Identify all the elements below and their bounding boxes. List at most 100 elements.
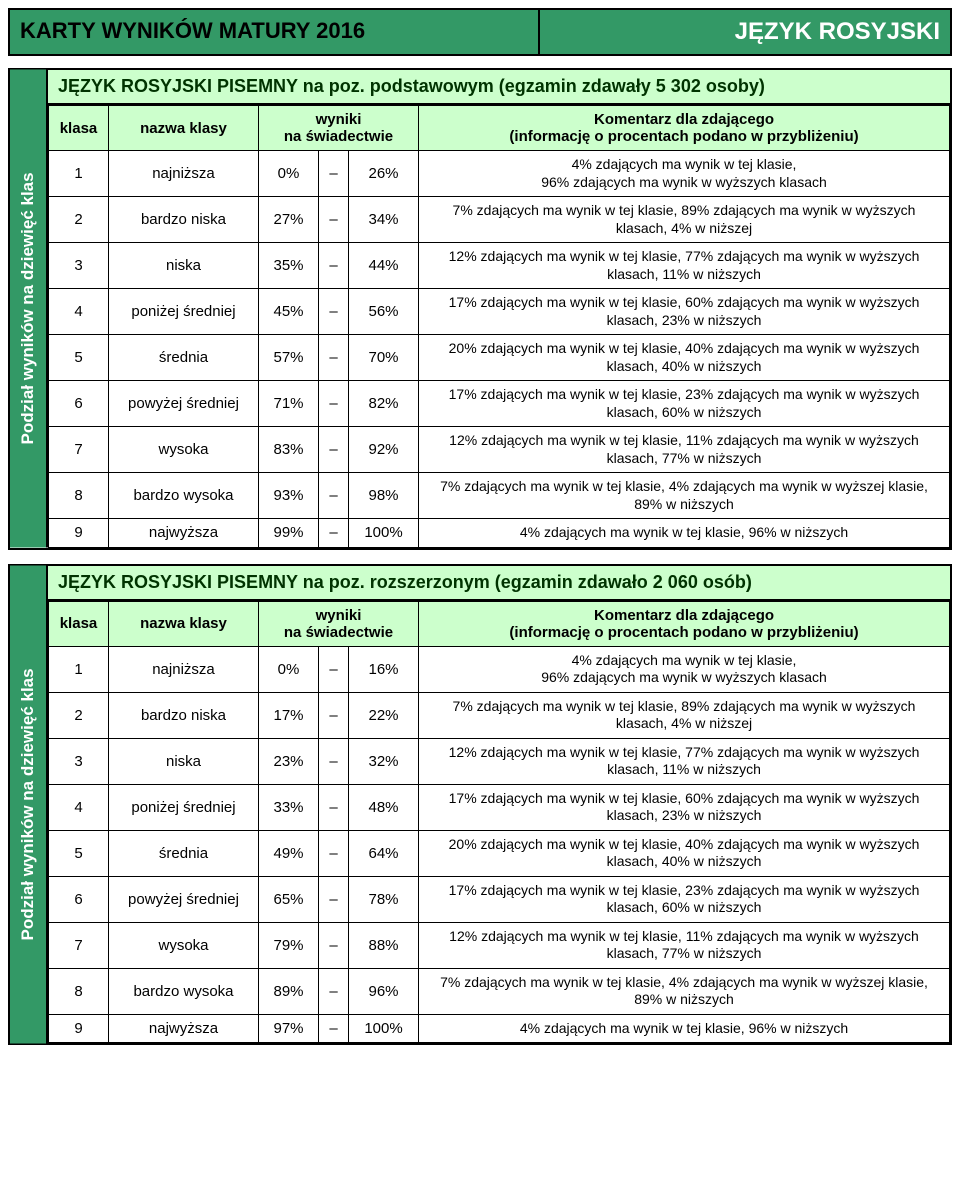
cell-nazwa: średnia	[109, 830, 259, 876]
col-nazwa: nazwa klasy	[109, 601, 259, 646]
cell-range-from: 71%	[259, 381, 319, 427]
cell-klasa: 6	[49, 876, 109, 922]
table-row: 2bardzo niska27%–34%7% zdających ma wyni…	[49, 197, 950, 243]
table-row: 8bardzo wysoka93%–98%7% zdających ma wyn…	[49, 473, 950, 519]
cell-dash: –	[319, 1014, 349, 1043]
cell-komentarz: 17% zdających ma wynik w tej klasie, 23%…	[419, 381, 950, 427]
cell-nazwa: najwyższa	[109, 1014, 259, 1043]
table-row: 1najniższa0%–26%4% zdających ma wynik w …	[49, 151, 950, 197]
cell-nazwa: średnia	[109, 335, 259, 381]
cell-klasa: 1	[49, 151, 109, 197]
col-wyniki: wynikina świadectwie	[259, 106, 419, 151]
cell-klasa: 7	[49, 922, 109, 968]
cell-nazwa: wysoka	[109, 427, 259, 473]
cell-range-to: 64%	[349, 830, 419, 876]
cell-range-from: 35%	[259, 243, 319, 289]
cell-dash: –	[319, 335, 349, 381]
cell-range-from: 93%	[259, 473, 319, 519]
vertical-label: Podział wyników na dziewięć klas	[10, 566, 48, 1044]
cell-klasa: 2	[49, 692, 109, 738]
cell-range-from: 97%	[259, 1014, 319, 1043]
table-row: 3niska35%–44%12% zdających ma wynik w te…	[49, 243, 950, 289]
cell-dash: –	[319, 922, 349, 968]
table-row: 3niska23%–32%12% zdających ma wynik w te…	[49, 738, 950, 784]
cell-range-from: 57%	[259, 335, 319, 381]
cell-range-from: 33%	[259, 784, 319, 830]
cell-nazwa: najniższa	[109, 646, 259, 692]
cell-range-from: 89%	[259, 968, 319, 1014]
cell-komentarz: 7% zdających ma wynik w tej klasie, 4% z…	[419, 473, 950, 519]
cell-range-from: 79%	[259, 922, 319, 968]
col-klasa: klasa	[49, 601, 109, 646]
cell-klasa: 3	[49, 243, 109, 289]
cell-klasa: 8	[49, 473, 109, 519]
cell-dash: –	[319, 646, 349, 692]
table-row: 5średnia49%–64%20% zdających ma wynik w …	[49, 830, 950, 876]
cell-range-from: 0%	[259, 151, 319, 197]
cell-nazwa: niska	[109, 738, 259, 784]
cell-klasa: 4	[49, 784, 109, 830]
table-row: 4poniżej średniej45%–56%17% zdających ma…	[49, 289, 950, 335]
cell-range-to: 26%	[349, 151, 419, 197]
table-row: 7wysoka79%–88%12% zdających ma wynik w t…	[49, 922, 950, 968]
results-table: klasanazwa klasywynikina świadectwieKome…	[48, 601, 950, 1044]
cell-range-from: 0%	[259, 646, 319, 692]
cell-dash: –	[319, 289, 349, 335]
section-title: JĘZYK ROSYJSKI PISEMNY na poz. rozszerzo…	[48, 566, 950, 601]
cell-range-from: 45%	[259, 289, 319, 335]
cell-dash: –	[319, 427, 349, 473]
cell-range-to: 56%	[349, 289, 419, 335]
cell-dash: –	[319, 381, 349, 427]
cell-komentarz: 4% zdających ma wynik w tej klasie, 96% …	[419, 519, 950, 548]
cell-range-to: 34%	[349, 197, 419, 243]
cell-komentarz: 17% zdających ma wynik w tej klasie, 60%…	[419, 784, 950, 830]
cell-dash: –	[319, 692, 349, 738]
cell-klasa: 8	[49, 968, 109, 1014]
cell-klasa: 6	[49, 381, 109, 427]
table-row: 9najwyższa97%–100%4% zdających ma wynik …	[49, 1014, 950, 1043]
cell-nazwa: bardzo wysoka	[109, 473, 259, 519]
cell-range-to: 70%	[349, 335, 419, 381]
vertical-label: Podział wyników na dziewięć klas	[10, 70, 48, 548]
cell-dash: –	[319, 876, 349, 922]
cell-nazwa: najniższa	[109, 151, 259, 197]
cell-dash: –	[319, 519, 349, 548]
cell-klasa: 2	[49, 197, 109, 243]
col-komentarz: Komentarz dla zdającego(informację o pro…	[419, 601, 950, 646]
cell-dash: –	[319, 151, 349, 197]
cell-dash: –	[319, 968, 349, 1014]
cell-komentarz: 20% zdających ma wynik w tej klasie, 40%…	[419, 830, 950, 876]
col-wyniki: wynikina świadectwie	[259, 601, 419, 646]
cell-komentarz: 4% zdających ma wynik w tej klasie,96% z…	[419, 151, 950, 197]
table-row: 8bardzo wysoka89%–96%7% zdających ma wyn…	[49, 968, 950, 1014]
cell-komentarz: 12% zdających ma wynik w tej klasie, 77%…	[419, 243, 950, 289]
cell-klasa: 7	[49, 427, 109, 473]
cell-nazwa: poniżej średniej	[109, 784, 259, 830]
cell-klasa: 4	[49, 289, 109, 335]
cell-range-from: 65%	[259, 876, 319, 922]
cell-klasa: 9	[49, 519, 109, 548]
cell-range-to: 44%	[349, 243, 419, 289]
section-title: JĘZYK ROSYJSKI PISEMNY na poz. podstawow…	[48, 70, 950, 105]
table-row: 4poniżej średniej33%–48%17% zdających ma…	[49, 784, 950, 830]
table-row: 7wysoka83%–92%12% zdających ma wynik w t…	[49, 427, 950, 473]
cell-range-to: 92%	[349, 427, 419, 473]
cell-komentarz: 17% zdających ma wynik w tej klasie, 23%…	[419, 876, 950, 922]
cell-range-from: 23%	[259, 738, 319, 784]
cell-range-to: 100%	[349, 519, 419, 548]
results-table: klasanazwa klasywynikina świadectwieKome…	[48, 105, 950, 548]
cell-nazwa: powyżej średniej	[109, 381, 259, 427]
cell-range-to: 78%	[349, 876, 419, 922]
cell-komentarz: 12% zdających ma wynik w tej klasie, 11%…	[419, 427, 950, 473]
cell-nazwa: powyżej średniej	[109, 876, 259, 922]
cell-range-from: 99%	[259, 519, 319, 548]
cell-dash: –	[319, 784, 349, 830]
cell-nazwa: wysoka	[109, 922, 259, 968]
section-content: JĘZYK ROSYJSKI PISEMNY na poz. podstawow…	[48, 70, 950, 548]
cell-range-from: 83%	[259, 427, 319, 473]
cell-komentarz: 7% zdających ma wynik w tej klasie, 89% …	[419, 692, 950, 738]
cell-nazwa: najwyższa	[109, 519, 259, 548]
cell-klasa: 9	[49, 1014, 109, 1043]
cell-range-to: 96%	[349, 968, 419, 1014]
cell-nazwa: bardzo niska	[109, 197, 259, 243]
